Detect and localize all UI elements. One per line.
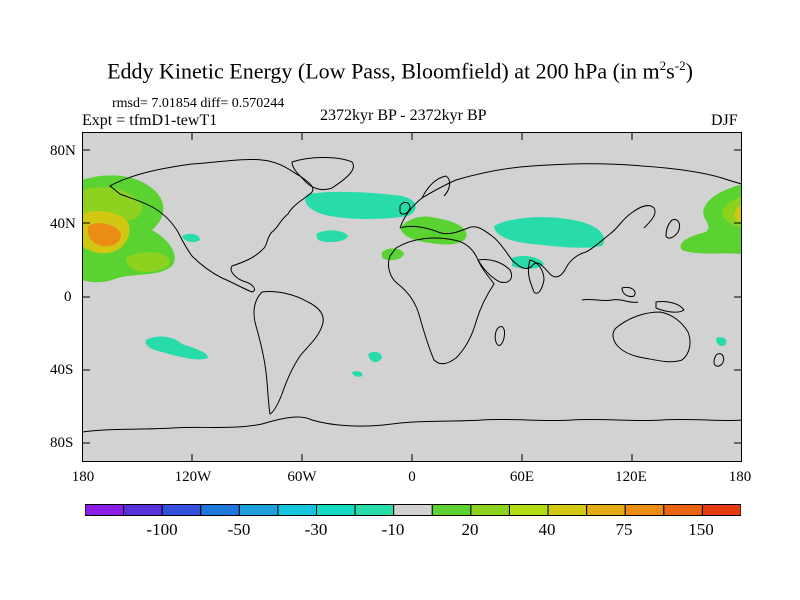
- y-axis-label-80s: 80S: [50, 435, 74, 451]
- x-axis-label-180e: 180: [728, 469, 752, 485]
- x-axis-label-120e: 120E: [615, 469, 647, 485]
- colorbar-box: [123, 504, 163, 516]
- coastline-greenland: [291, 157, 354, 191]
- coastline-australia: [612, 311, 691, 363]
- positive-anomaly-region: [87, 223, 121, 247]
- colorbar-box: [431, 504, 472, 516]
- season-label: DJF: [711, 112, 738, 129]
- x-axis-label-60w: 60W: [287, 469, 317, 485]
- colorbar-box: [161, 504, 202, 516]
- colorbar-box: [586, 504, 626, 516]
- coastline-antarctica: [82, 416, 742, 433]
- negative-anomaly-region: [182, 233, 200, 243]
- colorbar-box: [624, 504, 665, 516]
- coastline-madagascar: [494, 325, 505, 346]
- period-label: 2372kyr BP - 2372kyr BP: [320, 107, 487, 124]
- positive-anomaly-region: [734, 204, 742, 222]
- coastline-arabia: [477, 259, 513, 283]
- colorbar-box: [277, 504, 318, 516]
- coastline-africa: [387, 237, 495, 365]
- y-axis-label-80n: 80N: [50, 143, 76, 159]
- colorbar: [85, 504, 741, 516]
- colorbar-label: -10: [381, 520, 405, 539]
- negative-anomaly-region: [145, 336, 208, 360]
- colorbar-box: [316, 504, 356, 516]
- negative-anomaly-region: [352, 371, 363, 377]
- experiment-label: Expt = tfmD1-tewT1: [82, 112, 218, 129]
- negative-anomaly-region: [368, 351, 382, 363]
- coastline-india: [527, 259, 545, 294]
- axis-ticks: [82, 132, 742, 462]
- colorbar-box: [238, 504, 279, 516]
- map-background: [82, 132, 742, 462]
- y-axis-label-40s: 40S: [50, 362, 74, 378]
- positive-anomaly-region: [680, 184, 742, 254]
- colorbar-box: [200, 504, 240, 516]
- colorbar-label: -30: [304, 520, 328, 539]
- coastline-north-america: [109, 158, 314, 293]
- coastline-new-zealand: [713, 353, 725, 367]
- map-title: Eddy Kinetic Energy (Low Pass, Bloomfiel…: [107, 58, 693, 84]
- colorbar-box: [85, 504, 125, 516]
- colorbar-label: 40: [538, 520, 556, 539]
- x-axis-label-60e: 60E: [509, 469, 535, 485]
- colorbar-label: 150: [688, 520, 714, 539]
- y-axis-label-0: 0: [64, 289, 72, 305]
- colorbar-box: [354, 504, 395, 516]
- colorbar-label: 20: [461, 520, 479, 539]
- coastline-new-guinea: [655, 301, 685, 313]
- x-axis-label-180w: 180: [71, 469, 95, 485]
- x-axis-label-120w: 120W: [174, 469, 212, 485]
- colorbar-box: [701, 504, 741, 516]
- y-axis-label-40n: 40N: [50, 216, 76, 232]
- colorbar-label: 75: [615, 520, 633, 539]
- coastline-japan: [665, 219, 681, 239]
- coastline-indonesia: [581, 298, 639, 303]
- colorbar-label: -50: [227, 520, 251, 539]
- positive-anomaly-region: [126, 252, 170, 272]
- negative-anomaly-region: [512, 256, 544, 269]
- coastline-scandinavia: [421, 175, 451, 199]
- map-plot: [82, 132, 742, 462]
- negative-anomaly-region: [316, 230, 348, 243]
- coastline-british-isles: [399, 201, 411, 215]
- x-axis-label-0: 0: [408, 469, 416, 485]
- negative-anomaly-region: [494, 217, 605, 248]
- statistics-text: rmsd= 7.01854 diff= 0.570244: [112, 96, 285, 111]
- coastlines: [82, 157, 742, 433]
- colorbar-box: [470, 504, 510, 516]
- colorbar-box: [508, 504, 549, 516]
- colorbar-box: [663, 504, 703, 516]
- colorbar-label: -100: [146, 520, 178, 539]
- coastline-south-america: [253, 291, 324, 415]
- coastline-borneo: [621, 287, 636, 297]
- colorbar-box: [547, 504, 588, 516]
- colorbar-box: [393, 504, 433, 516]
- negative-anomaly-region: [716, 337, 727, 346]
- negative-anomaly-region: [305, 191, 416, 219]
- positive-anomaly-region: [382, 248, 404, 261]
